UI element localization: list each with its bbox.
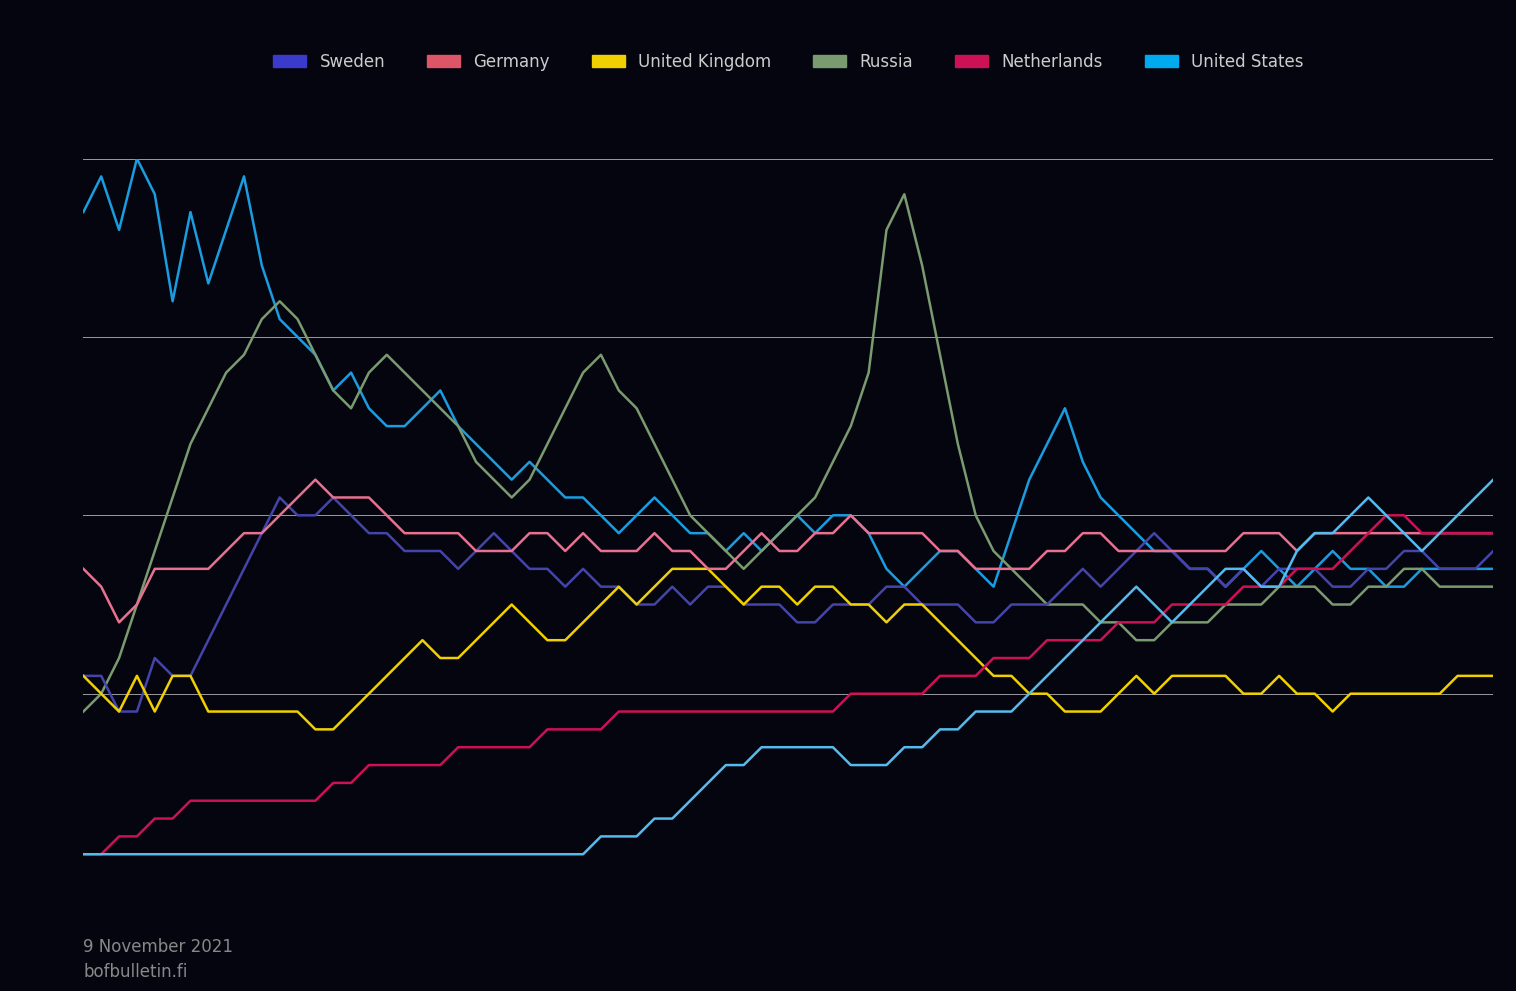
Text: 9 November 2021
bofbulletin.fi: 9 November 2021 bofbulletin.fi	[83, 938, 233, 981]
Legend: Sweden, Germany, United Kingdom, Russia, Netherlands, United States: Sweden, Germany, United Kingdom, Russia,…	[273, 53, 1304, 70]
